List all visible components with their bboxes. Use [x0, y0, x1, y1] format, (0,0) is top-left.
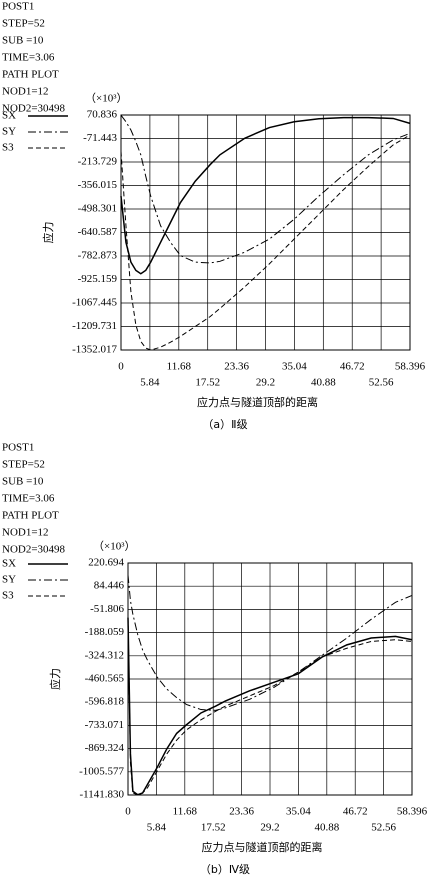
series-line — [120, 114, 411, 264]
y-tick-label: -1067.445 — [72, 297, 117, 309]
multiplier: （×10³） — [85, 92, 128, 105]
legend-label: SY — [2, 574, 16, 586]
y-tick-label: -640.587 — [78, 226, 118, 238]
header-line: PATH PLOT — [2, 510, 59, 522]
y-tick-label: -498.301 — [78, 203, 117, 215]
header-line: PATH PLOT — [2, 69, 59, 81]
x-axis-label: 应力点与隧道顶部的距离 — [202, 840, 323, 854]
series-line — [120, 134, 411, 351]
multiplier: （×10³） — [93, 540, 136, 553]
caption: （a）Ⅱ级 — [202, 418, 247, 431]
x-tick-label: 58.396 — [395, 361, 426, 373]
legend-label: S3 — [2, 142, 14, 154]
x-tick-label: 5.84 — [140, 377, 160, 389]
x-axis-label: 应力点与隧道顶部的距离 — [197, 395, 318, 409]
y-tick-label: -1141.830 — [79, 789, 124, 801]
legend-label: S3 — [2, 590, 14, 602]
y-tick-label: -925.159 — [78, 273, 118, 285]
y-tick-label: -596.818 — [85, 696, 125, 708]
header-line: SUB =10 — [2, 476, 44, 488]
header-line: POST1 — [2, 442, 34, 454]
y-tick-label: -71.443 — [83, 132, 117, 144]
y-tick-label: -869.324 — [85, 742, 125, 754]
x-tick-label: 5.84 — [147, 822, 167, 834]
y-axis-label: 应力 — [41, 222, 55, 244]
series-line — [127, 617, 413, 796]
y-tick-label: 220.694 — [88, 557, 124, 569]
y-tick-label: -1352.017 — [72, 344, 117, 356]
x-tick-label: 29.2 — [256, 377, 275, 389]
x-tick-label: 17.52 — [195, 377, 220, 389]
y-tick-label: -1209.731 — [72, 320, 117, 332]
caption: （b）Ⅳ级 — [200, 863, 250, 875]
y-tick-label: -213.729 — [78, 156, 118, 168]
legend-label: SY — [2, 126, 16, 138]
header-line: TIME=3.06 — [2, 493, 55, 505]
x-tick-label: 29.2 — [260, 822, 279, 834]
header-line: NOD2=30498 — [2, 544, 66, 556]
x-tick-label: 58.396 — [397, 806, 428, 818]
legend-label: SX — [2, 558, 16, 570]
header-line: POST1 — [2, 1, 34, 13]
y-axis-label: 应力 — [48, 668, 62, 690]
x-tick-label: 23.36 — [224, 361, 249, 373]
y-tick-label: 70.836 — [87, 109, 118, 121]
header-line: TIME=3.06 — [2, 52, 55, 64]
x-tick-label: 0 — [118, 361, 124, 373]
x-tick-label: 46.72 — [343, 806, 368, 818]
x-tick-label: 35.04 — [286, 806, 311, 818]
x-tick-label: 23.36 — [229, 806, 254, 818]
y-tick-label: -733.071 — [85, 719, 124, 731]
y-tick-label: -324.312 — [85, 649, 124, 661]
series-line — [127, 617, 413, 796]
x-tick-label: 52.56 — [369, 377, 394, 389]
header-line: STEP=52 — [2, 18, 45, 30]
y-tick-label: -356.015 — [78, 179, 118, 191]
y-tick-label: -1005.577 — [79, 765, 124, 777]
x-tick-label: 0 — [125, 806, 131, 818]
header-line: NOD2=30498 — [2, 103, 66, 115]
series-line — [127, 574, 413, 711]
x-tick-label: 40.88 — [314, 822, 339, 834]
y-tick-label: -188.059 — [85, 626, 125, 638]
legend-label: SX — [2, 110, 16, 122]
x-tick-label: 46.72 — [340, 361, 365, 373]
x-tick-label: 17.52 — [201, 822, 226, 834]
x-tick-label: 11.68 — [173, 806, 198, 818]
x-tick-label: 40.88 — [311, 377, 336, 389]
header-line: SUB =10 — [2, 35, 44, 47]
header-line: NOD1=12 — [2, 86, 49, 98]
series-line — [120, 116, 411, 275]
x-tick-label: 11.68 — [167, 361, 192, 373]
y-tick-label: -51.806 — [90, 603, 124, 615]
y-tick-label: 84.446 — [94, 580, 125, 592]
header-line: NOD1=12 — [2, 527, 49, 539]
x-tick-label: 35.04 — [282, 361, 307, 373]
y-tick-label: -460.565 — [85, 673, 125, 685]
x-tick-label: 52.56 — [371, 822, 396, 834]
y-tick-label: -782.873 — [78, 250, 118, 262]
header-line: STEP=52 — [2, 459, 45, 471]
